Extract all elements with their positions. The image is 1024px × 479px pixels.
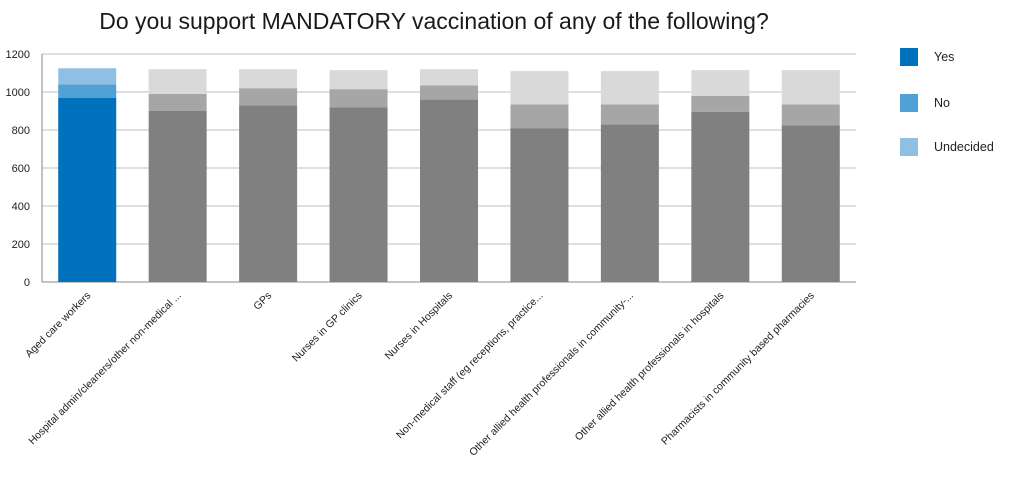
x-category-label: Nurses in GP clinics — [290, 290, 365, 365]
bar-segment-no — [600, 104, 659, 125]
legend-swatch-yes — [900, 48, 918, 66]
bar-segment-yes — [600, 124, 659, 282]
chart-title: Do you support MANDATORY vaccination of … — [99, 8, 769, 34]
legend-swatch-no — [900, 94, 918, 112]
y-tick-label: 200 — [12, 239, 30, 251]
bar-segment-yes — [148, 111, 207, 282]
bar-segment-no — [148, 93, 207, 111]
bar-segment-yes — [420, 99, 478, 282]
legend-label-yes: Yes — [934, 50, 954, 64]
bar-segment-yes — [329, 107, 388, 282]
bar-segment-undecided — [781, 70, 840, 105]
x-category-label: Hospital admin/cleaners/other non-medica… — [26, 290, 183, 447]
bar-segment-yes — [691, 111, 750, 282]
bar-segment-no — [691, 95, 750, 112]
legend-swatch-undecided — [900, 138, 918, 156]
bar-segment-no — [58, 84, 117, 98]
x-category-label: Pharmacists in community based pharmacie… — [659, 290, 817, 448]
bar-segment-no — [420, 85, 478, 100]
bar-segment-undecided — [420, 69, 478, 86]
x-category-label: Other allied health professionals in com… — [467, 290, 636, 459]
y-tick-label: 400 — [12, 201, 30, 213]
bar-segment-undecided — [329, 70, 388, 90]
legend-label-undecided: Undecided — [934, 140, 994, 154]
y-tick-label: 0 — [24, 277, 30, 289]
bar-segment-no — [329, 89, 388, 108]
bar-segment-undecided — [58, 68, 117, 85]
x-category-label: Aged care workers — [23, 290, 93, 360]
y-tick-label: 800 — [12, 125, 30, 137]
legend: Yes No Undecided — [900, 48, 994, 156]
bar-segment-yes — [239, 105, 298, 282]
bars — [58, 68, 840, 282]
x-category-label: GPs — [251, 290, 274, 313]
bar-segment-no — [239, 88, 298, 106]
x-category-label: Other allied health professionals in hos… — [573, 290, 727, 444]
x-category-label: Non-medical staff (eg receptions, practi… — [394, 290, 546, 442]
bar-segment-undecided — [600, 71, 659, 105]
y-tick-label: 1200 — [6, 49, 30, 61]
bar-segment-no — [781, 104, 840, 126]
y-tick-label: 1000 — [6, 87, 30, 99]
bar-segment-undecided — [239, 69, 298, 89]
bar-segment-undecided — [691, 70, 750, 96]
y-axis-ticks: 0 200 400 600 800 1000 1200 — [6, 49, 30, 289]
x-category-label: Nurses in Hospitals — [383, 290, 455, 362]
bar-segment-no — [510, 104, 569, 129]
bar-segment-yes — [510, 128, 569, 282]
y-tick-label: 600 — [12, 163, 30, 175]
bar-segment-undecided — [510, 71, 569, 105]
bar-segment-undecided — [148, 69, 207, 94]
bar-segment-yes — [58, 97, 117, 282]
bar-segment-yes — [781, 125, 840, 282]
legend-label-no: No — [934, 96, 950, 110]
